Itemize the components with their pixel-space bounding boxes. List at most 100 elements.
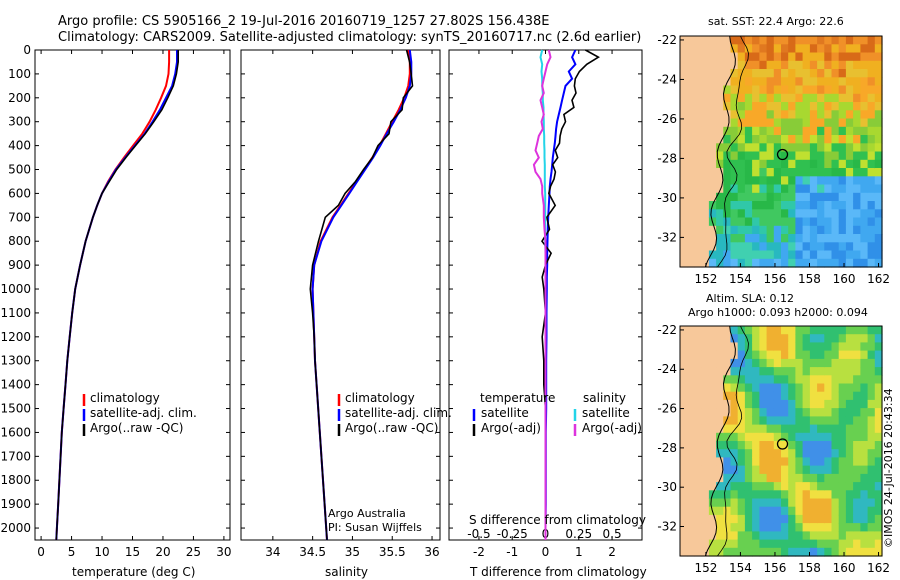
map-cell: [716, 326, 724, 335]
map-cell: [831, 176, 840, 186]
map-cell: [867, 135, 876, 144]
map-cell: [773, 225, 782, 235]
map-cell: [824, 498, 833, 508]
map-cell: [860, 168, 869, 177]
map-cell: [701, 399, 710, 409]
map-cell: [809, 473, 818, 483]
depth-tick-label: 0: [23, 43, 31, 57]
map-cell: [817, 424, 825, 434]
map-cell: [701, 367, 710, 376]
map-cell: [867, 225, 876, 235]
map-cell: [773, 408, 782, 417]
map-cell: [730, 52, 739, 62]
map-cell: [802, 498, 811, 508]
map-cell: [766, 367, 775, 376]
map-cell: [860, 36, 869, 45]
map-cell: [802, 126, 811, 136]
map-frame: [679, 35, 883, 268]
map-cell: [752, 490, 760, 500]
depth-tick-label: 1100: [0, 306, 31, 320]
map-cell: [838, 85, 847, 95]
map-cell: [824, 192, 833, 202]
map-cell: [773, 342, 782, 352]
map-cell: [802, 143, 811, 153]
x-tick-label: -1: [506, 545, 518, 559]
map-cell: [781, 539, 789, 549]
map-cell: [752, 85, 760, 95]
map-cell: [744, 506, 753, 516]
map-cell: [845, 408, 854, 417]
map-cell: [716, 408, 724, 417]
map-cell: [867, 159, 876, 169]
map-cell: [860, 408, 869, 417]
map-cell: [781, 342, 789, 352]
map-cell: [802, 151, 811, 161]
map-cell: [687, 217, 695, 227]
map-cell: [860, 77, 869, 87]
map-cell: [795, 192, 804, 202]
map-cell: [824, 85, 833, 95]
map-cell: [824, 350, 833, 360]
map-cell: [781, 44, 789, 54]
map-cell: [788, 110, 796, 120]
map-cell: [853, 326, 861, 335]
depth-tick-label: 1300: [0, 354, 31, 368]
map-cell: [802, 449, 811, 458]
map-cell: [759, 547, 768, 557]
map-cell: [788, 184, 796, 194]
map-cell: [766, 334, 775, 343]
map-cell: [744, 449, 753, 458]
map-cell: [788, 201, 796, 210]
map-cell: [773, 539, 782, 549]
map-cell: [802, 217, 811, 227]
map-cell: [788, 383, 796, 393]
map-cell: [845, 358, 854, 368]
map-cell: [737, 176, 746, 186]
map-cell: [694, 110, 703, 120]
map-cell: [708, 135, 717, 144]
map-cell: [730, 358, 739, 368]
map-cell: [730, 375, 739, 385]
map-cell: [723, 342, 732, 352]
map-cell: [680, 342, 688, 352]
map-cell: [723, 391, 732, 401]
map-cell: [766, 135, 775, 144]
map-cell: [838, 490, 847, 500]
depth-tick-label: 1600: [0, 425, 31, 439]
depth-tick-label: 800: [8, 234, 31, 248]
map-cell: [845, 342, 854, 352]
map-cell: [723, 85, 732, 95]
map-cell: [867, 482, 876, 491]
map-cell: [853, 102, 861, 111]
title-line-1: Argo profile: CS 5905166_2 19-Jul-2016 2…: [58, 14, 550, 29]
map-cell: [838, 77, 847, 87]
map-cell: [795, 184, 804, 194]
map-cell: [716, 69, 724, 78]
map-cell: [867, 399, 876, 409]
map-cell: [694, 77, 703, 87]
map-cell: [759, 85, 768, 95]
map-cell: [752, 523, 760, 532]
x-tick-label: 1: [575, 545, 583, 559]
map-cell: [838, 201, 847, 210]
map-cell: [694, 176, 703, 186]
map-cell: [680, 77, 688, 87]
map-cell: [701, 118, 710, 128]
map-cell: [744, 358, 753, 368]
map-cell: [802, 432, 811, 442]
map-cell: [730, 192, 739, 202]
map-cell: [723, 250, 732, 260]
map-cell: [773, 457, 782, 467]
map-cell: [874, 201, 883, 210]
map-cell: [831, 60, 840, 70]
map-cell: [766, 118, 775, 128]
map-cell: [744, 457, 753, 467]
map-cell: [708, 424, 717, 434]
map-cell: [730, 490, 739, 500]
map-cell: [831, 523, 840, 532]
map-cell: [716, 250, 724, 260]
map-cell: [817, 416, 825, 426]
map-cell: [838, 547, 847, 557]
map-cell: [730, 350, 739, 360]
map-cell: [680, 506, 688, 516]
